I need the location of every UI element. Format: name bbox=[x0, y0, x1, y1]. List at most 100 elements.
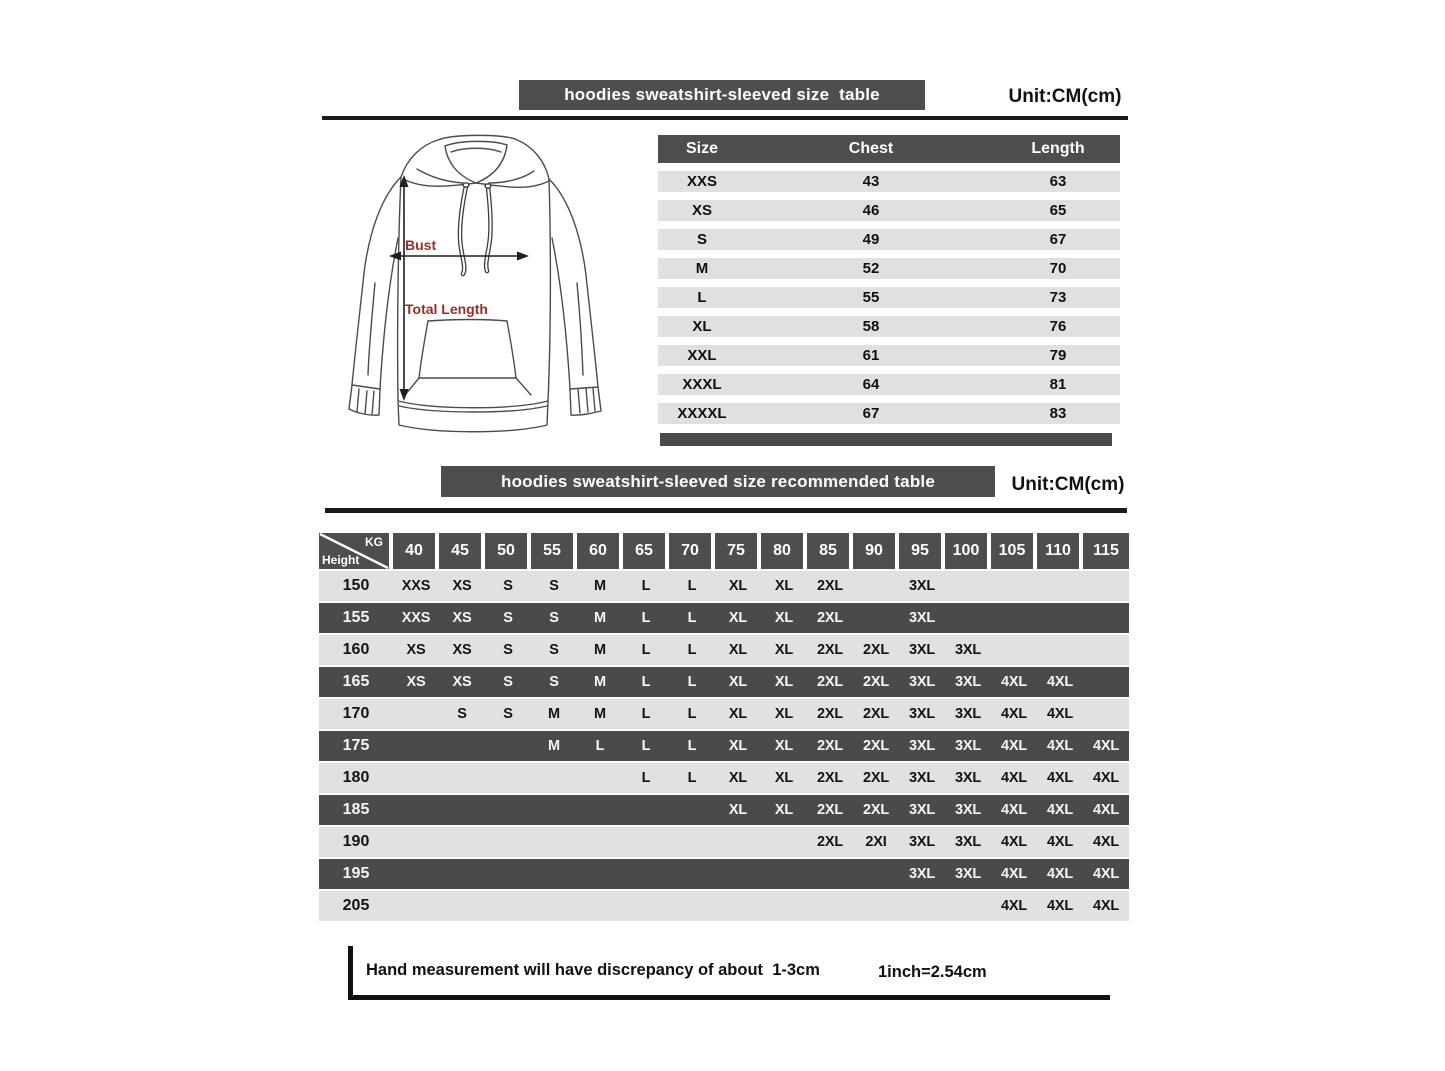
height-row-label: 205 bbox=[342, 897, 370, 914]
size-value: XXXXL bbox=[677, 405, 727, 422]
size-recommendation-cell bbox=[485, 859, 531, 889]
chest-value: 58 bbox=[862, 318, 880, 335]
size-recommendation-cell: 4XL bbox=[1047, 866, 1073, 882]
size-recommendation-cell bbox=[853, 891, 899, 921]
size-recommendation-cell: L bbox=[641, 770, 651, 786]
size-recommendation-cell: L bbox=[641, 674, 651, 690]
size-recommendation-cell bbox=[485, 795, 531, 825]
size-recommendation-cell: 4XL bbox=[1001, 674, 1027, 690]
size-recommendation-cell: XS bbox=[452, 674, 472, 690]
size-recommendation-cell: S bbox=[549, 578, 559, 594]
size-recommendation-cell: XL bbox=[728, 738, 748, 754]
size-recommendation-cell: XS bbox=[452, 578, 472, 594]
length-value: 81 bbox=[1049, 376, 1067, 393]
size-recommendation-cell: 3XL bbox=[909, 674, 935, 690]
size-table-header: Size Chest Length bbox=[658, 135, 1120, 163]
size-recommendation-cell: 4XL bbox=[1093, 898, 1119, 914]
size-recommendation-cell bbox=[715, 891, 761, 921]
matrix-row: 180 L L XL XL 2XL 2XL 3XL 3XL 4XL 4XL 4XL bbox=[319, 763, 1129, 795]
size-recommendation-cell: S bbox=[503, 674, 513, 690]
size-recommendation-cell: 4XL bbox=[1047, 770, 1073, 786]
length-value: 83 bbox=[1049, 405, 1067, 422]
size-recommendation-cell bbox=[1083, 635, 1129, 665]
size-recommendation-cell: S bbox=[457, 706, 467, 722]
weight-column-header: 115 bbox=[1083, 533, 1129, 571]
chest-value: 64 bbox=[862, 376, 880, 393]
size-recommendation-cell: 4XL bbox=[1093, 738, 1119, 754]
length-value: 63 bbox=[1049, 173, 1067, 190]
size-recommendation-cell: M bbox=[594, 674, 606, 690]
size-recommendation-cell bbox=[945, 891, 991, 921]
weight-column-header: 85 bbox=[807, 533, 853, 571]
size-recommendation-cell bbox=[485, 763, 531, 793]
size-recommendation-cell bbox=[853, 603, 899, 633]
size-recommendation-cell: 4XL bbox=[1093, 866, 1119, 882]
size-recommendation-cell: XL bbox=[774, 674, 794, 690]
size-recommendation-cell: XL bbox=[728, 578, 748, 594]
size-recommendation-cell: L bbox=[641, 578, 651, 594]
size-recommendation-cell bbox=[623, 859, 669, 889]
size-recommendation-cell bbox=[531, 891, 577, 921]
size-recommendation-cell: 2XL bbox=[817, 706, 843, 722]
hoodie-line-drawing: Bust Total Length bbox=[348, 134, 602, 433]
kg-axis-label: KG bbox=[365, 535, 383, 549]
size-recommendation-cell: L bbox=[687, 738, 697, 754]
length-value: 76 bbox=[1049, 318, 1067, 335]
size-recommendation-cell: 4XL bbox=[1093, 802, 1119, 818]
height-row-label: 165 bbox=[342, 673, 370, 690]
size-recommendation-cell bbox=[531, 859, 577, 889]
size-recommendation-cell: 2XL bbox=[817, 578, 843, 594]
size-recommendation-cell: L bbox=[687, 674, 697, 690]
size-recommendation-cell: S bbox=[503, 610, 513, 626]
size-recommendation-cell: XL bbox=[728, 642, 748, 658]
size-recommendation-cell: 4XL bbox=[1047, 706, 1073, 722]
recommended-size-matrix: KG Height 40 45 50 55 60 65 70 75 80 85 90 95 100 105… bbox=[319, 533, 1129, 923]
matrix-row: 205 4XL 4XL 4XL bbox=[319, 891, 1129, 923]
size-recommendation-cell bbox=[807, 891, 853, 921]
size-recommendation-cell bbox=[1083, 699, 1129, 729]
hoodie-measurement-diagram: Bust Total Length bbox=[335, 133, 635, 460]
size-recommendation-cell: L bbox=[687, 770, 697, 786]
height-row-label: 190 bbox=[342, 833, 370, 850]
size-recommendation-cell bbox=[623, 795, 669, 825]
size-table-row: XL 58 76 bbox=[658, 316, 1120, 337]
size-recommendation-cell bbox=[393, 859, 439, 889]
size-recommendation-cell: 3XL bbox=[955, 802, 981, 818]
matrix-row: 170 S S M M L L XL XL 2XL 2XL 3XL 3XL 4XL 4XL bbox=[319, 699, 1129, 731]
size-recommendation-cell bbox=[669, 891, 715, 921]
size-table-row: S 49 67 bbox=[658, 229, 1120, 250]
size-recommendation-cell: 3XL bbox=[909, 578, 935, 594]
size-recommendation-cell: 2XL bbox=[817, 738, 843, 754]
size-recommendation-cell bbox=[761, 827, 807, 857]
size-recommendation-cell bbox=[899, 891, 945, 921]
chest-value: 46 bbox=[862, 202, 880, 219]
height-row-label: 155 bbox=[342, 609, 370, 626]
size-recommendation-cell bbox=[485, 827, 531, 857]
size-recommendation-cell bbox=[439, 795, 485, 825]
size-recommendation-cell: L bbox=[687, 578, 697, 594]
size-table-footer-bar bbox=[660, 433, 1112, 446]
size-recommendation-cell bbox=[439, 891, 485, 921]
size-recommendation-cell: XL bbox=[728, 802, 748, 818]
chest-value: 61 bbox=[862, 347, 880, 364]
size-recommendation-cell bbox=[991, 635, 1037, 665]
size-recommendation-cell: XL bbox=[728, 706, 748, 722]
size-recommendation-cell: S bbox=[549, 642, 559, 658]
size-recommendation-cell: XL bbox=[774, 770, 794, 786]
size-recommendation-cell bbox=[393, 763, 439, 793]
bust-label: Bust bbox=[405, 237, 436, 253]
size-recommendation-cell bbox=[669, 859, 715, 889]
chest-value: 67 bbox=[862, 405, 880, 422]
height-row-label: 195 bbox=[342, 865, 370, 882]
matrix-row: 185 XL XL 2XL 2XL 3XL 3XL 4XL 4XL 4XL bbox=[319, 795, 1129, 827]
corner-diagonal-line bbox=[319, 533, 389, 569]
size-table-row: XXXL 64 81 bbox=[658, 374, 1120, 395]
size-recommendation-cell: M bbox=[594, 610, 606, 626]
unit-label-recommended-table: Unit:CM(cm) bbox=[1011, 474, 1125, 495]
weight-column-header: 60 bbox=[577, 533, 623, 571]
size-recommendation-cell: XS bbox=[406, 642, 426, 658]
size-recommendation-cell bbox=[715, 859, 761, 889]
length-value: 73 bbox=[1049, 289, 1067, 306]
size-recommendation-cell bbox=[1037, 571, 1083, 601]
